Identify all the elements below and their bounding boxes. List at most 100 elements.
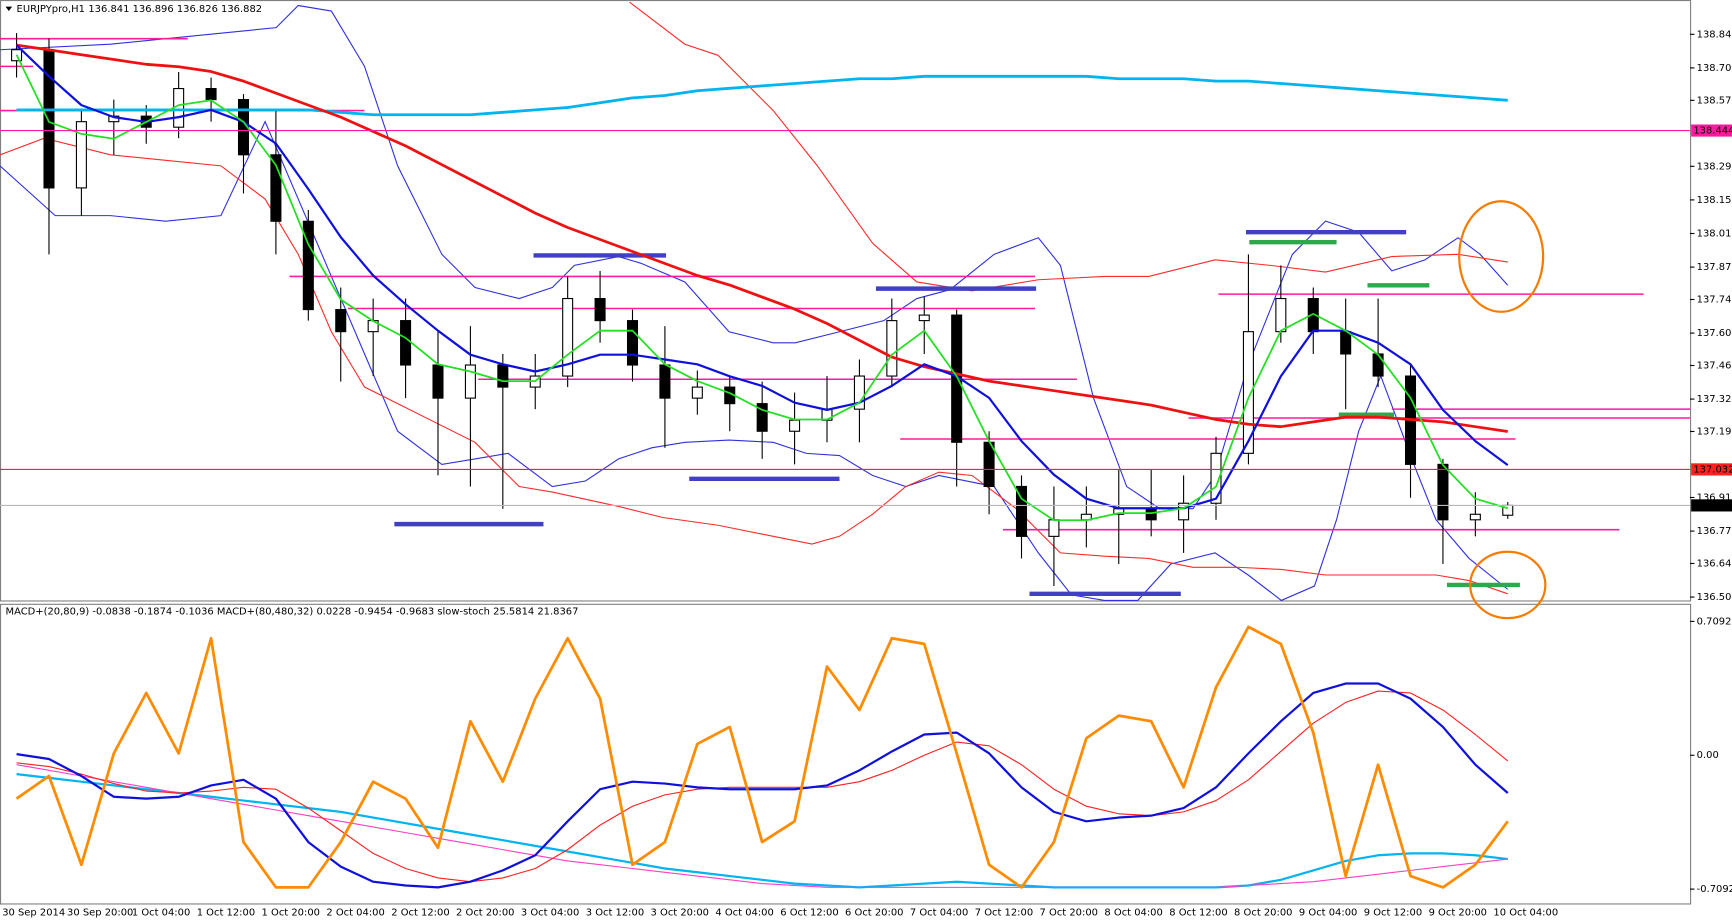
indicator-line [15, 44, 1509, 510]
x-tick-label: 2 Oct 20:00 [456, 907, 514, 918]
y-tick-label: 137.190 [1697, 426, 1732, 437]
x-tick-label: 9 Oct 20:00 [1429, 907, 1487, 918]
x-tick-label: 1 Oct 20:00 [262, 907, 320, 918]
x-tick-label: 2 Oct 04:00 [326, 907, 384, 918]
candle-body [270, 154, 282, 222]
upper-envelope [629, 1, 1508, 292]
candle-body [1340, 331, 1352, 355]
price-label-box [1691, 499, 1732, 512]
x-tick-label: 7 Oct 04:00 [910, 907, 968, 918]
candle-body [659, 364, 671, 399]
x-tick-label: 30 Sep 20:00 [67, 907, 133, 918]
y-tick-label: 137.740 [1697, 294, 1732, 305]
candle-body [302, 220, 314, 311]
x-tick-label: 6 Oct 12:00 [780, 907, 838, 918]
price-label: 138.444 [1693, 126, 1732, 137]
y-tick-label: 138.155 [1697, 195, 1732, 206]
y-tick-label: 138.570 [1697, 95, 1732, 106]
x-tick-label: 10 Oct 04:00 [1493, 907, 1558, 918]
indicator-line [16, 682, 1509, 889]
x-tick-label: 8 Oct 12:00 [1169, 907, 1227, 918]
x-tick-label: 3 Oct 20:00 [651, 907, 709, 918]
indicator-line [16, 74, 1508, 117]
candle-body [43, 49, 55, 189]
candle-body [1145, 508, 1157, 521]
highlight-circle[interactable] [1469, 550, 1547, 620]
x-tick-label: 6 Oct 20:00 [845, 907, 903, 918]
candle-body [562, 297, 574, 377]
price-label-box [1691, 124, 1732, 137]
candle-body [918, 314, 930, 322]
x-tick-label: 1 Oct 04:00 [132, 907, 190, 918]
candle-body [335, 309, 347, 333]
x-tick-label: 3 Oct 04:00 [521, 907, 579, 918]
candle-body [1469, 513, 1481, 521]
lower-band [0, 120, 1509, 602]
candle-body [1242, 331, 1254, 454]
price-label: 137.032 [1693, 464, 1732, 475]
candle-body [497, 364, 509, 388]
indicator-line [16, 43, 1508, 433]
x-tick-label: 7 Oct 12:00 [975, 907, 1033, 918]
y-tick-label: 136.640 [1697, 558, 1732, 569]
indicator-title: MACD+(20,80,9) -0.0838 -0.1874 -0.1036 M… [6, 606, 579, 617]
candle-body [1372, 353, 1384, 377]
indicator-line [16, 690, 1509, 883]
upper-band [0, 4, 1509, 510]
y-tick-label: 136.775 [1697, 526, 1732, 537]
candle-body [1048, 519, 1060, 537]
indicator-line [15, 625, 1509, 889]
y-tick-label: 137.875 [1697, 262, 1732, 273]
candle-body [626, 320, 639, 366]
x-tick-label: 8 Oct 20:00 [1234, 907, 1292, 918]
indicator-line [16, 773, 1508, 889]
y-tick-label: 138.845 [1697, 29, 1732, 40]
x-tick-label: 3 Oct 12:00 [586, 907, 644, 918]
candle-body [1437, 463, 1449, 521]
candle-body [886, 320, 898, 377]
menu-arrow[interactable] [5, 6, 13, 12]
candle-body [691, 386, 703, 399]
indicator-panel [0, 603, 1692, 905]
candle-body [205, 88, 217, 101]
candle-body [1275, 297, 1287, 333]
chart-title: EURJPYpro,H1 [17, 4, 85, 15]
bollinger-bands [0, 1, 1509, 602]
y-tick-label: 138.705 [1697, 63, 1732, 74]
candle-body [432, 364, 444, 399]
candle-body [1178, 502, 1190, 521]
y-tick-label: 138.295 [1697, 161, 1732, 172]
y-tick-label: -0.7092 [1697, 884, 1732, 895]
candle-body [789, 419, 801, 432]
candle-body [756, 403, 768, 432]
candle-body [75, 121, 87, 189]
lower-envelope [0, 137, 1508, 595]
price-label: 136.882 [1693, 500, 1732, 511]
candle-body [853, 375, 865, 410]
indicator-line [16, 764, 1508, 888]
candle-body [400, 320, 412, 366]
y-tick-label: 137.465 [1697, 360, 1732, 371]
y-tick-label: 0.7092 [1697, 616, 1732, 627]
x-tick-label: 2 Oct 12:00 [391, 907, 449, 918]
x-tick-label: 30 Sep 2014 [2, 907, 65, 918]
x-tick-label: 1 Oct 12:00 [197, 907, 255, 918]
ohlc-readout: 136.841 136.896 136.826 136.882 [88, 4, 262, 15]
highlight-circle[interactable] [1458, 200, 1545, 313]
candle-body [464, 364, 476, 399]
x-tick-label: 9 Oct 12:00 [1364, 907, 1422, 918]
candle-body [1015, 485, 1028, 537]
y-tick-label: 138.015 [1697, 228, 1732, 239]
candle-body [1210, 452, 1222, 504]
indicator-line [15, 54, 1509, 522]
x-tick-label: 9 Oct 04:00 [1299, 907, 1357, 918]
x-tick-label: 4 Oct 04:00 [715, 907, 773, 918]
candle-body [594, 297, 606, 322]
y-tick-label: 136.500 [1697, 592, 1732, 603]
price-label-box [1691, 463, 1732, 476]
y-tick-label: 0.00 [1697, 750, 1719, 761]
y-tick-label: 137.325 [1697, 394, 1732, 405]
